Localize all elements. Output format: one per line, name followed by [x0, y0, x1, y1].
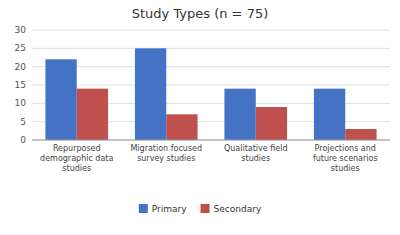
bar — [135, 48, 166, 140]
grid-line — [32, 30, 390, 31]
y-tick-label: 30 — [15, 25, 27, 35]
legend-swatch — [201, 204, 210, 213]
legend: Primary Secondary — [139, 204, 262, 214]
x-tick-label: Migration focusedsurvey studies — [130, 144, 202, 163]
bar — [314, 89, 345, 140]
x-tick-label-line: Migration focused — [130, 144, 202, 153]
bar — [345, 129, 376, 140]
grid-line — [32, 48, 390, 49]
x-axis-line — [32, 140, 390, 141]
grid — [32, 30, 390, 140]
legend-label: Primary — [152, 204, 187, 214]
bar — [77, 89, 108, 140]
bar — [166, 114, 197, 140]
y-tick-label: 15 — [15, 80, 26, 90]
x-tick-label-line: Projections and — [315, 144, 376, 153]
legend-item: Primary — [139, 204, 187, 214]
legend-label: Secondary — [214, 204, 262, 214]
x-tick-label-line: demographic data — [40, 154, 113, 163]
legend-item: Secondary — [201, 204, 262, 214]
x-tick-label: Repurposeddemographic datastudies — [40, 144, 113, 173]
x-tick-label-line: studies — [62, 164, 91, 173]
bars — [45, 48, 376, 140]
grid-line — [32, 66, 390, 67]
x-tick-label-line: survey studies — [137, 154, 195, 163]
y-tick-label: 0 — [20, 135, 26, 145]
y-tick-label: 10 — [15, 98, 27, 108]
title: Study Types (n = 75) — [132, 6, 269, 21]
bar — [224, 89, 255, 140]
x-tick-label-line: future scenarios — [313, 154, 378, 163]
legend-swatch — [139, 204, 148, 213]
y-tick-label: 25 — [15, 43, 26, 53]
x-tick-label: Projections andfuture scenariosstudies — [313, 144, 378, 173]
y-tick-label: 20 — [15, 62, 27, 72]
bar — [45, 59, 76, 140]
chart: Study Types (n = 75) 0 5 10 15 20 25 30 Repurpos… — [0, 0, 400, 235]
x-tick-label-line: Qualitative field — [224, 144, 288, 153]
x-tick-label: Qualitative fieldstudies — [224, 144, 288, 163]
x-tick-label-line: studies — [331, 164, 360, 173]
grid-line — [32, 85, 390, 86]
bar — [256, 107, 287, 140]
y-tick-label: 5 — [20, 117, 26, 127]
x-tick-label-line: Repurposed — [53, 144, 101, 153]
grid-line — [32, 140, 390, 141]
x-tick-label-line: studies — [241, 154, 270, 163]
